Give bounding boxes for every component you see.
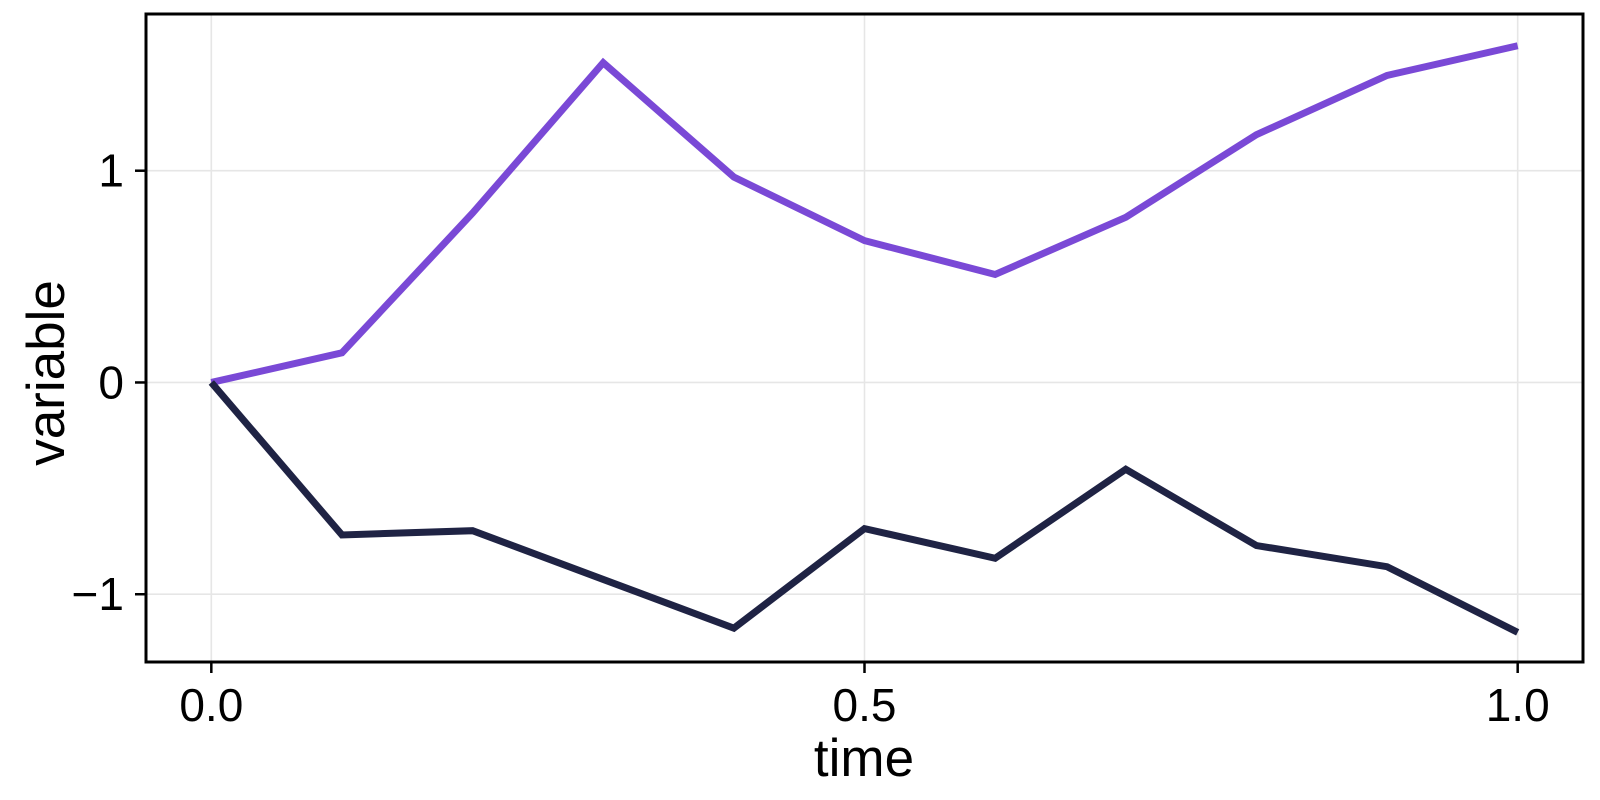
y-tick-label: 0	[98, 356, 124, 408]
y-axis-label: variable	[17, 280, 76, 466]
gridlines-layer	[146, 14, 1583, 662]
x-axis-label: time	[814, 729, 914, 788]
x-tick-label: 0.0	[179, 679, 243, 731]
series-layer	[208, 42, 1520, 636]
x-tick-label: 0.5	[833, 679, 897, 731]
x-tick-label: 1.0	[1486, 679, 1550, 731]
y-tick-label: −1	[72, 568, 124, 620]
purple-series-line	[210, 42, 1519, 386]
y-tick-label: 1	[98, 145, 124, 197]
navy-series-line	[208, 380, 1520, 636]
axes-layer	[135, 12, 1585, 673]
tick-labels-layer: 0.0 0.5 1.0 −1 0 1	[72, 145, 1550, 731]
